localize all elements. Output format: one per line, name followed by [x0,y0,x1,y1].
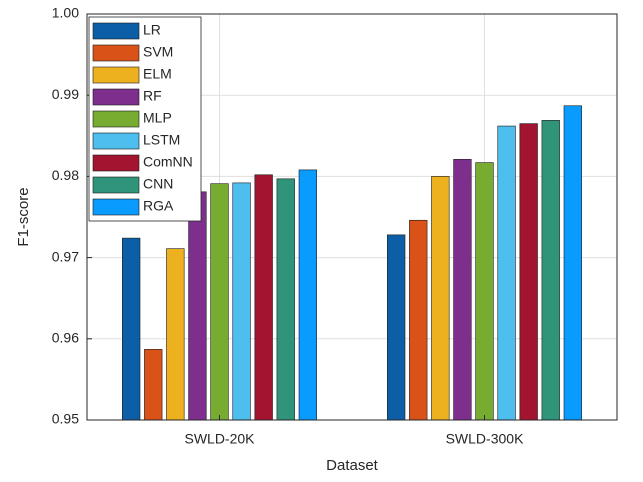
y-tick-label: 0.97 [52,248,79,264]
legend-swatch [92,132,140,150]
bar [497,125,516,421]
y-tick-label: 1.00 [52,5,79,21]
bar [166,248,185,421]
bar [519,123,538,421]
x-tick-label: SWLD-300K [446,431,524,447]
legend-label: LSTM [143,132,180,148]
bar [144,349,163,421]
legend-label: RGA [143,198,174,214]
y-tick-label: 0.95 [52,411,79,427]
bar [210,183,229,421]
bar [232,182,251,421]
bar [541,120,560,421]
y-axis-label: F1-score [15,187,32,246]
bar [254,174,273,421]
legend-label: ComNN [143,154,193,170]
bar [409,219,428,421]
legend-label: LR [143,22,161,38]
legend-swatch [92,44,140,62]
bar [563,105,582,421]
bar [431,176,450,421]
legend-swatch [92,110,140,128]
bar [276,178,295,421]
bar [298,169,317,421]
legend-swatch [92,22,140,40]
y-tick-label: 0.96 [52,330,79,346]
x-axis-label: Dataset [326,457,379,474]
legend-swatch [92,176,140,194]
y-tick-label: 0.99 [52,86,79,102]
legend-label: RF [143,88,162,104]
bar [453,159,472,421]
legend-label: ELM [143,66,172,82]
legend-swatch [92,154,140,172]
bar [188,191,207,421]
legend-swatch [92,198,140,216]
legend-label: MLP [143,110,172,126]
plot-frame [86,13,618,421]
legend-swatch [92,88,140,106]
bar [387,234,406,421]
legend-label: CNN [143,176,173,192]
legend-swatch [92,66,140,84]
x-tick-label: SWLD-20K [184,431,255,447]
y-tick-label: 0.98 [52,167,79,183]
bar [475,162,494,421]
bar [122,237,141,421]
legend-label: SVM [143,44,173,60]
